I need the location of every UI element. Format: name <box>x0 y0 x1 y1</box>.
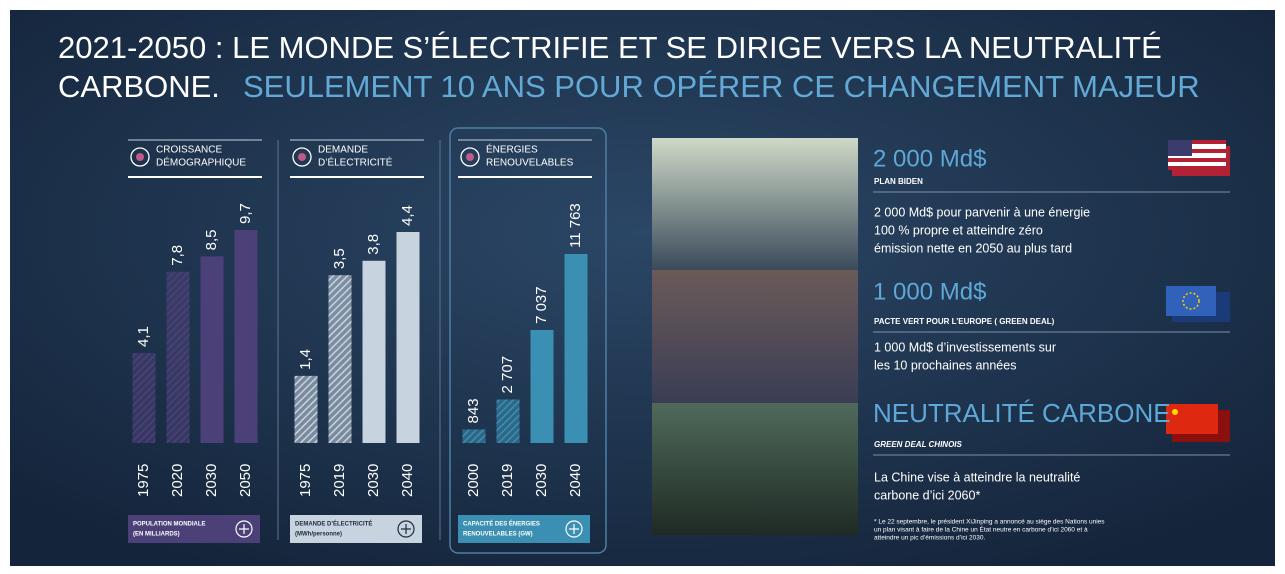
x-tick-label: 1975 <box>297 464 314 497</box>
header-icon <box>466 153 474 161</box>
flag-us <box>1168 140 1230 176</box>
bar <box>496 399 520 443</box>
footer-label: (EN MILLIARDS) <box>133 532 180 538</box>
value-label: 3,8 <box>365 234 382 255</box>
footer-icon <box>401 524 411 534</box>
photo-xi <box>652 403 858 535</box>
header-icon <box>130 147 150 167</box>
value-label: 4,4 <box>399 205 416 226</box>
footer-label: RENOUVELABLES (GW) <box>463 532 533 538</box>
footer-label: (MWh/personne) <box>295 532 342 538</box>
x-tick-label: 2030 <box>533 464 550 497</box>
footer-box <box>128 515 260 543</box>
panel-amount: NEUTRALITÉ CARBONE <box>873 398 1171 428</box>
bar <box>396 232 420 443</box>
bar <box>462 429 486 443</box>
footer-label: POPULATION MONDIALE <box>133 522 206 528</box>
footer-box <box>458 515 590 543</box>
chart-title: DEMANDE <box>318 145 368 156</box>
value-label: 4,1 <box>135 326 152 347</box>
panel-amount: 2 000 Md$ <box>873 145 986 172</box>
bar <box>530 329 554 443</box>
x-tick-label: 2040 <box>399 464 416 497</box>
x-tick-label: 2050 <box>237 464 254 497</box>
chart-title: RENOUVELABLES <box>486 158 574 169</box>
bar <box>294 375 318 443</box>
x-tick-label: 2030 <box>365 464 382 497</box>
panel-text: émission nette en 2050 au plus tard <box>874 241 1072 255</box>
footer-label: CAPACITÉ DES ÉNERGIES <box>463 520 540 528</box>
panel-text: carbone d’ici 2060* <box>874 488 980 502</box>
bar <box>132 352 156 443</box>
bar <box>328 275 352 443</box>
chart-title: D’ÉLECTRICITÉ <box>318 156 393 169</box>
value-label: 2 707 <box>499 356 516 394</box>
footer-icon <box>569 524 579 534</box>
photo-biden <box>652 138 858 270</box>
panel-text: 2 000 Md$ pour parvenir à une énergie <box>874 205 1090 219</box>
value-label: 843 <box>465 398 482 423</box>
value-label: 11 763 <box>567 203 584 248</box>
value-label: 7,8 <box>169 245 186 266</box>
panel-text: 100 % propre et atteindre zéro <box>874 223 1043 237</box>
photo-von-der-leyen <box>652 270 858 403</box>
x-tick-label: 2020 <box>169 464 186 497</box>
footnote: * Le 22 septembre, le président XiJinpin… <box>874 519 1105 526</box>
flag-china <box>1166 404 1230 442</box>
footnote: un plan visant à faire de la Chine un Ét… <box>874 525 1088 534</box>
title-highlight: SEULEMENT 10 ANS POUR OPÉRER CE CHANGEME… <box>243 69 1200 104</box>
value-label: 3,5 <box>331 248 348 269</box>
chart-title: ÉNERGIES <box>486 143 538 156</box>
value-label: 9,7 <box>237 203 254 224</box>
title: CARBONE. <box>58 69 220 104</box>
bar <box>200 256 224 443</box>
footer-box <box>290 515 422 543</box>
bar <box>166 271 190 443</box>
x-tick-label: 2030 <box>203 464 220 497</box>
x-tick-label: 2040 <box>567 464 584 497</box>
panel-subtitle: PACTE VERT POUR L’EUROPE ( GREEN DEAL) <box>874 317 1055 326</box>
footer-icon <box>235 520 253 538</box>
header-icon <box>136 153 144 161</box>
header-icon <box>460 147 480 167</box>
header-icon <box>298 153 306 161</box>
panel-subtitle: GREEN DEAL CHINOIS <box>874 440 963 449</box>
header-icon <box>292 147 312 167</box>
panel-text: La Chine vise à atteindre la neutralité <box>874 470 1080 484</box>
panel-amount: 1 000 Md$ <box>873 278 986 305</box>
highlight-frame <box>449 127 607 554</box>
bar <box>362 260 386 443</box>
footer-icon <box>239 524 249 534</box>
x-tick-label: 2019 <box>499 464 516 497</box>
footer-icon <box>397 520 415 538</box>
chart-title: CROISSANCE <box>156 145 222 156</box>
value-label: 7 037 <box>533 286 550 324</box>
x-tick-label: 1975 <box>135 464 152 497</box>
panel-text: les 10 prochaines années <box>874 358 1016 372</box>
x-tick-label: 2019 <box>331 464 348 497</box>
panel-text: 1 000 Md$ d’investissements sur <box>874 340 1056 354</box>
footer-icon <box>565 520 583 538</box>
flag-eu <box>1166 286 1230 322</box>
footer-label: DEMANDE D’ÉLECTRICITÉ <box>295 520 372 528</box>
x-tick-label: 2000 <box>465 464 482 497</box>
value-label: 8,5 <box>203 229 220 250</box>
chart-title: DÉMOGRAPHIQUE <box>156 156 246 169</box>
title: 2021-2050 : LE MONDE S’ÉLECTRIFIE ET SE … <box>58 30 1162 65</box>
footnote: atteindre un pic d’émissions d’ici 2030. <box>874 535 985 542</box>
bar <box>234 230 258 443</box>
value-label: 1,4 <box>297 349 314 370</box>
bar <box>564 254 588 443</box>
panel-subtitle: PLAN BIDEN <box>874 177 923 186</box>
